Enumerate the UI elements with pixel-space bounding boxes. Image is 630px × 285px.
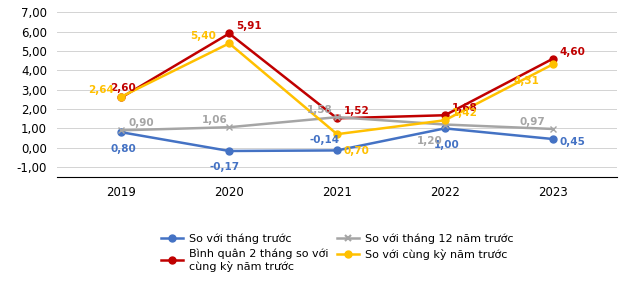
Text: 2,60: 2,60 [110, 83, 136, 93]
Text: 1,20: 1,20 [417, 136, 443, 146]
Text: 5,40: 5,40 [190, 31, 216, 41]
Text: 0,97: 0,97 [519, 117, 545, 127]
Text: -0,17: -0,17 [210, 162, 240, 172]
Text: -0,14: -0,14 [309, 135, 340, 145]
Text: 0,90: 0,90 [129, 118, 154, 128]
Text: 0,45: 0,45 [559, 137, 585, 146]
Text: 2,64: 2,64 [88, 85, 114, 95]
Text: 1,06: 1,06 [202, 115, 227, 125]
Text: 1,52: 1,52 [344, 106, 370, 116]
Text: 1,00: 1,00 [434, 140, 459, 150]
Text: 0,80: 0,80 [110, 144, 136, 154]
Text: 0,70: 0,70 [344, 146, 370, 156]
Text: 4,31: 4,31 [514, 76, 540, 86]
Text: 5,91: 5,91 [236, 21, 262, 31]
Legend: So với tháng trước, Bình quân 2 tháng so với
cùng kỳ năm trước, So với tháng 12 : So với tháng trước, Bình quân 2 tháng so… [156, 229, 518, 276]
Text: 1,68: 1,68 [452, 103, 478, 113]
Text: 1,42: 1,42 [452, 108, 478, 118]
Text: 1,58: 1,58 [306, 105, 332, 115]
Text: 4,60: 4,60 [559, 47, 585, 57]
